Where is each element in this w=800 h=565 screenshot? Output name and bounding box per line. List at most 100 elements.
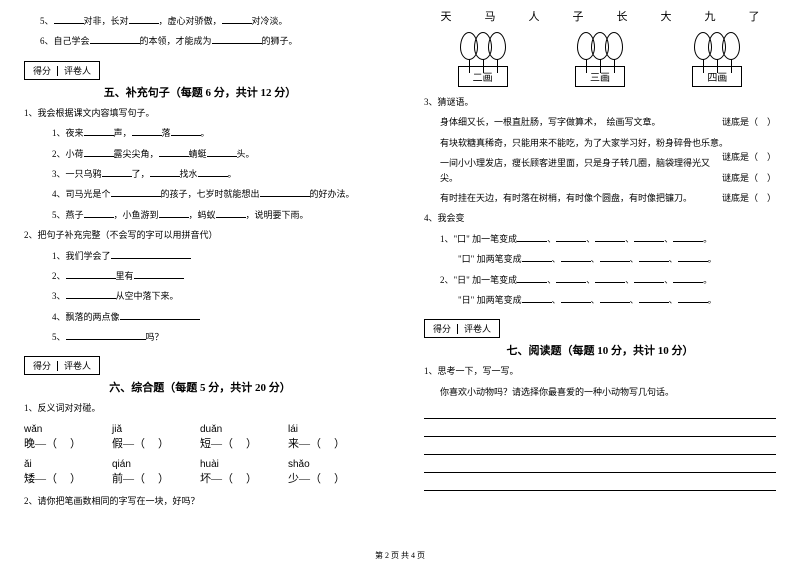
pinyin: qián (112, 459, 200, 470)
grader-label: 评卷人 (58, 361, 97, 371)
grader-label: 评卷人 (58, 66, 97, 76)
char-text: 坏—（ (200, 473, 233, 485)
score-box-2: 得分评卷人 (24, 356, 100, 375)
sec5-intro2: 2、把句子补充完整（不会写的字可以用拼音代） (24, 228, 376, 242)
riddle-ans: 谜底是（ ） (722, 171, 776, 185)
balloon-group-2 (579, 32, 621, 60)
pinyin: shǎo (288, 459, 376, 470)
q4-title: 4、我会变 (424, 211, 776, 225)
pinyin: wǎn (24, 424, 112, 435)
txt: 对冷淡。 (252, 16, 288, 26)
sec6-q2: 2、请你把笔画数相同的字写在一块，好吗？ (24, 494, 376, 508)
score-label: 得分 (27, 361, 58, 371)
write-line (424, 423, 776, 437)
score-box-3: 得分评卷人 (424, 319, 500, 338)
pinyin: huài (200, 459, 288, 470)
paren: ） (57, 438, 83, 450)
char-text: 假—（ (112, 438, 145, 450)
write-line (424, 441, 776, 455)
txt: 6、自己学会 (40, 36, 90, 46)
write-line (424, 459, 776, 473)
paren: ） (233, 473, 259, 485)
s5s3: 3、从空中落下来。 (24, 289, 376, 303)
char: 天 (441, 8, 452, 24)
antonym-row-2: ǎi 矮—（ ） qián 前—（ ） huài 坏—（ ） shǎo 少—（ ） (24, 459, 376, 486)
riddle-ans: 谜底是（ ） (722, 150, 776, 164)
balloons-row (424, 32, 776, 60)
antonym-item: shǎo 少—（ ） (288, 459, 376, 486)
antonym-item: jiǎ假—（ ） (112, 424, 200, 451)
page-footer: 第 2 页 共 4 页 (0, 550, 800, 561)
paren: ） (321, 473, 347, 485)
char: 了 (749, 8, 760, 24)
txt: 的本领，才能成为 (140, 36, 212, 46)
s5s2: 2、里有 (24, 269, 376, 283)
txt: 5、 (40, 16, 54, 26)
paren: ） (145, 438, 171, 450)
riddle-1: 身体细又长，一根直肚肠，写字做算术， 绘画写文章。谜底是（ ） (424, 115, 776, 129)
balloon-group-1 (462, 32, 504, 60)
txt: ，虚心对骄傲， (159, 16, 222, 26)
section-6-title: 六、综合题（每题 5 分，共计 20 分） (24, 379, 376, 395)
txt: 对非，长对 (84, 16, 129, 26)
balloon-icon (488, 32, 506, 60)
txt: 的狮子。 (262, 36, 298, 46)
antonym-item: duǎn短—（ ） (200, 424, 288, 451)
antonym-item: wǎn 晚—（ ） (24, 424, 112, 451)
riddle-2: 有块软糖真稀奇，只能用来不能吃，为了大家学习好，粉身碎骨也乐意。谜底是（ ） (424, 136, 776, 150)
sec6-intro: 1、反义词对对碰。 (24, 401, 376, 415)
write-line (424, 477, 776, 491)
balloon-icon (605, 32, 623, 60)
paren: ） (145, 473, 171, 485)
char-text: 前—（ (112, 473, 145, 485)
pinyin: duǎn (200, 424, 288, 435)
antonym-item: qián 前—（ ） (112, 459, 200, 486)
char: 大 (661, 8, 672, 24)
s5q4: 4、司马光是个的孩子，七岁时就能想出的好办法。 (24, 187, 376, 201)
char-row: 天马人子长大九了 (424, 8, 776, 24)
char: 人 (529, 8, 540, 24)
q4-1: 1、"口" 加一笔变成、、、、。 (424, 232, 776, 246)
grader-label: 评卷人 (458, 324, 497, 334)
balloon-group-3 (696, 32, 738, 60)
sec7-q1: 1、思考一下，写一写。 (424, 364, 776, 378)
antonym-item: huài 坏—（ ） (200, 459, 288, 486)
section-5-title: 五、补充句子（每题 6 分，共计 12 分） (24, 84, 376, 100)
s5q1: 1、夜来声，落。 (24, 126, 376, 140)
char: 长 (617, 8, 628, 24)
char: 子 (573, 8, 584, 24)
pinyin: lái (288, 424, 376, 435)
char: 九 (705, 8, 716, 24)
sec5-intro: 1、我会根据课文内容填写句子。 (24, 106, 376, 120)
riddle-ans: 谜底是（ ） (722, 115, 776, 129)
char-text: 晚—（ (24, 438, 57, 450)
left-column: 5、 对非，长对 ，虚心对骄傲， 对冷淡。 6、自己学会 的本领，才能成为 的狮子。 得分… (0, 0, 400, 565)
section-7-title: 七、阅读题（每题 10 分，共计 10 分） (424, 342, 776, 358)
score-label: 得分 (27, 66, 58, 76)
char: 马 (485, 8, 496, 24)
q4-4: "日" 加两笔变成、、、、。 (424, 293, 776, 307)
pinyin: ǎi (24, 459, 112, 470)
write-line (424, 405, 776, 419)
s5s5: 5、吗？ (24, 330, 376, 344)
paren: ） (321, 438, 347, 450)
antonym-row-1: wǎn晚—（ ）jiǎ假—（ ）duǎn短—（ ）lái来—（ ） (24, 424, 376, 451)
char-text: 矮—（ (24, 473, 57, 485)
antonym-item: lái 来—（ ） (288, 424, 376, 451)
q4-2: "口" 加两笔变成、、、、。 (424, 252, 776, 266)
score-box: 得分评卷人 (24, 61, 100, 80)
s5s1: 1、我们学会了 (24, 249, 376, 263)
char-text: 短—（ (200, 438, 233, 450)
s5q5: 5、燕子，小鱼游到，蚂蚁，说明要下雨。 (24, 208, 376, 222)
balloon-icon (722, 32, 740, 60)
paren: ） (57, 473, 83, 485)
riddle-ans: 谜底是（ ） (722, 191, 776, 205)
sec7-q1b: 你喜欢小动物吗？请选择你最喜爱的一种小动物写几句话。 (424, 385, 776, 399)
q3-title: 3、猜谜语。 (424, 95, 776, 109)
char-text: 少—（ (288, 473, 321, 485)
q4-3: 2、"日" 加一笔变成、、、、。 (424, 273, 776, 287)
char-text: 来—（ (288, 438, 321, 450)
q6: 6、自己学会 的本领，才能成为 的狮子。 (24, 34, 376, 48)
score-label: 得分 (427, 324, 458, 334)
antonym-item: ǎi 矮—（ ） (24, 459, 112, 486)
